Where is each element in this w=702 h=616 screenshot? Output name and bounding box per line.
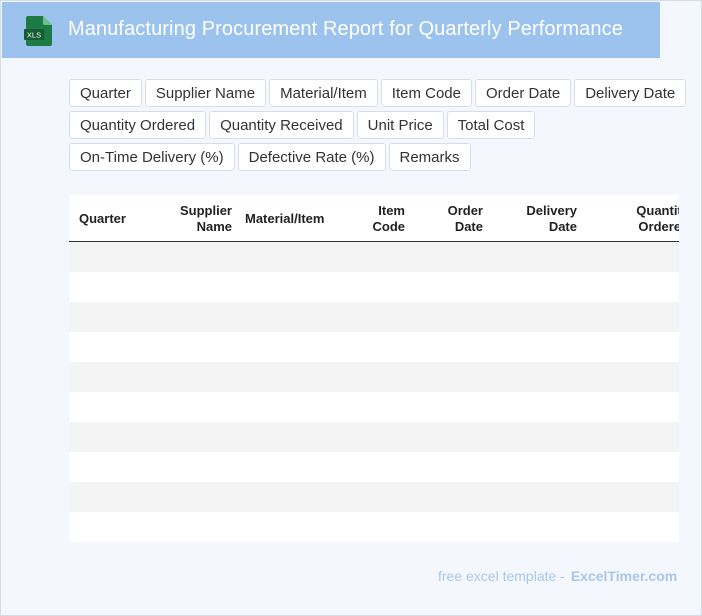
table-row bbox=[69, 392, 679, 422]
xls-file-icon: XLS bbox=[24, 16, 52, 46]
chip-unit-price[interactable]: Unit Price bbox=[356, 111, 444, 139]
chip-material-item[interactable]: Material/Item bbox=[269, 79, 378, 107]
table-row bbox=[69, 302, 679, 332]
chip-quantity-received[interactable]: Quantity Received bbox=[209, 111, 354, 139]
table-row bbox=[69, 452, 679, 482]
chip-total-cost[interactable]: Total Cost bbox=[446, 111, 536, 139]
footer-brand-link[interactable]: ExcelTimer.com bbox=[570, 568, 678, 584]
chip-remarks[interactable]: Remarks bbox=[388, 143, 471, 171]
table-row bbox=[69, 482, 679, 512]
table-row bbox=[69, 242, 679, 272]
chip-defective-rate[interactable]: Defective Rate (%) bbox=[237, 143, 386, 171]
chip-on-time-delivery[interactable]: On-Time Delivery (%) bbox=[69, 143, 235, 171]
table-row bbox=[69, 512, 679, 542]
chip-quarter[interactable]: Quarter bbox=[69, 79, 142, 107]
table-row bbox=[69, 332, 679, 362]
title-banner: XLS Manufacturing Procurement Report for… bbox=[2, 2, 660, 58]
chip-item-code[interactable]: Item Code bbox=[380, 79, 472, 107]
chip-delivery-date[interactable]: Delivery Date bbox=[574, 79, 687, 107]
table-row bbox=[69, 272, 679, 302]
chip-order-date[interactable]: Order Date bbox=[474, 79, 572, 107]
page-title: Manufacturing Procurement Report for Qua… bbox=[68, 18, 623, 40]
data-table: Quarter Supplier Name Material/Item Item… bbox=[69, 195, 679, 542]
column-chips: Quarter Supplier Name Material/Item Item… bbox=[69, 79, 691, 171]
header-order-date[interactable]: Order Date bbox=[447, 202, 483, 234]
header-quantity-ordered[interactable]: Quantity Ordered bbox=[636, 202, 679, 234]
footer-prefix: free excel template - bbox=[438, 568, 565, 584]
header-quarter[interactable]: Quarter bbox=[79, 210, 126, 226]
table-row bbox=[69, 422, 679, 452]
table-row bbox=[69, 362, 679, 392]
chip-quantity-ordered[interactable]: Quantity Ordered bbox=[69, 111, 207, 139]
header-delivery-date[interactable]: Delivery Date bbox=[526, 202, 577, 234]
xls-icon-label: XLS bbox=[27, 31, 41, 40]
header-material-item[interactable]: Material/Item bbox=[245, 210, 325, 226]
chip-supplier-name[interactable]: Supplier Name bbox=[144, 79, 267, 107]
header-item-code[interactable]: Item Code bbox=[372, 202, 406, 234]
footer-credit: free excel template - ExcelTimer.com bbox=[438, 568, 677, 584]
header-supplier-name[interactable]: Supplier Name bbox=[179, 202, 232, 234]
table-header: Quarter Supplier Name Material/Item Item… bbox=[69, 195, 679, 242]
